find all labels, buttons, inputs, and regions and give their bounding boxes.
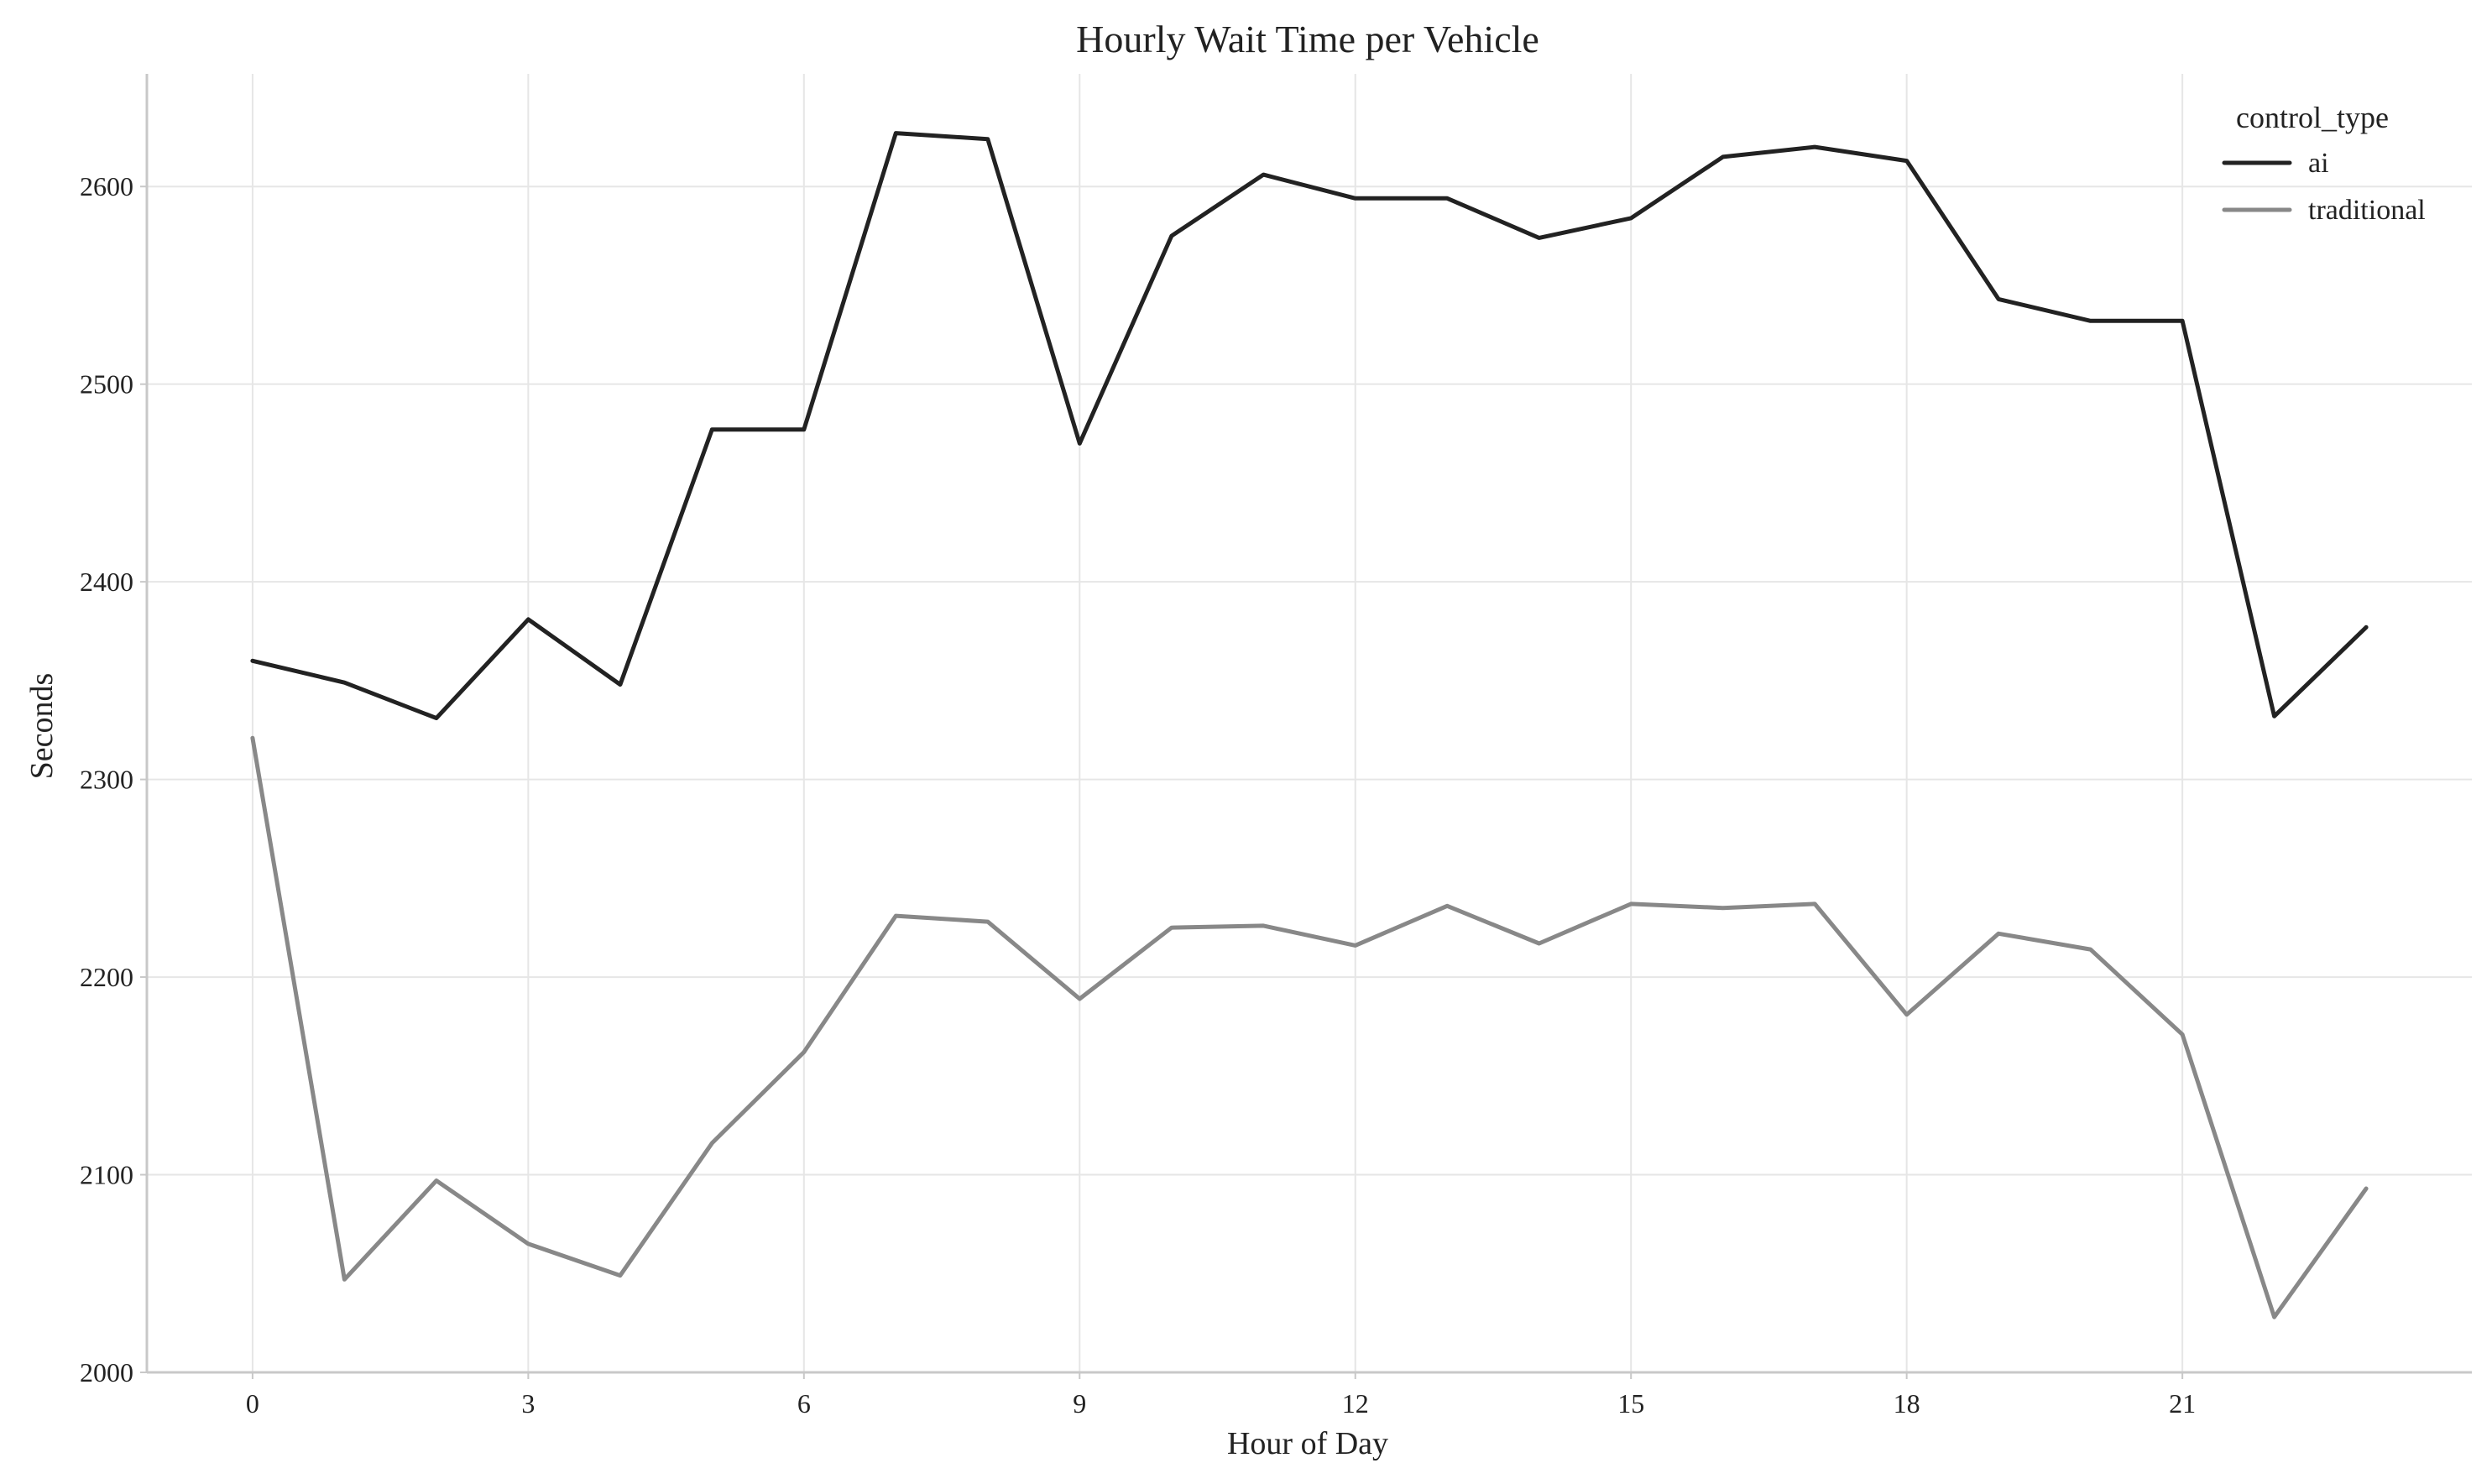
- y-tick-label: 2200: [80, 962, 133, 992]
- legend-item-ai: ai: [2222, 148, 2329, 179]
- series-line-traditional: [250, 735, 2369, 1319]
- chart-title: Hourly Wait Time per Vehicle: [1076, 18, 1539, 60]
- legend-label: traditional: [2308, 195, 2426, 226]
- x-tick-label: 9: [1073, 1388, 1086, 1419]
- y-tick-label: 2500: [80, 369, 133, 400]
- legend-label: ai: [2308, 148, 2329, 179]
- x-tick-label: 12: [1342, 1388, 1369, 1419]
- y-tick-label: 2000: [80, 1357, 133, 1387]
- axes: 0 3 6 9 12 15 18 21 2000 2100 2200 2300 2400 2500 2600: [80, 74, 2472, 1419]
- x-tick-label: 3: [521, 1388, 535, 1419]
- grid: [147, 74, 2472, 1373]
- legend-item-traditional: traditional: [2222, 195, 2426, 226]
- x-tick-label: 0: [246, 1388, 259, 1419]
- y-tick-label: 2100: [80, 1160, 133, 1190]
- y-tick-label: 2400: [80, 567, 133, 597]
- series-line-ai: [250, 131, 2369, 721]
- x-tick-label: 6: [797, 1388, 811, 1419]
- x-tick-label: 18: [1894, 1388, 1920, 1419]
- x-tick-label: 21: [2169, 1388, 2196, 1419]
- legend-title: control_type: [2236, 101, 2389, 134]
- x-tick-label: 15: [1617, 1388, 1644, 1419]
- y-axis-title: Seconds: [24, 673, 60, 780]
- y-tick-label: 2600: [80, 171, 133, 201]
- y-tick-label: 2300: [80, 765, 133, 795]
- x-axis-title: Hour of Day: [1227, 1426, 1388, 1461]
- series-layer: [250, 131, 2369, 1319]
